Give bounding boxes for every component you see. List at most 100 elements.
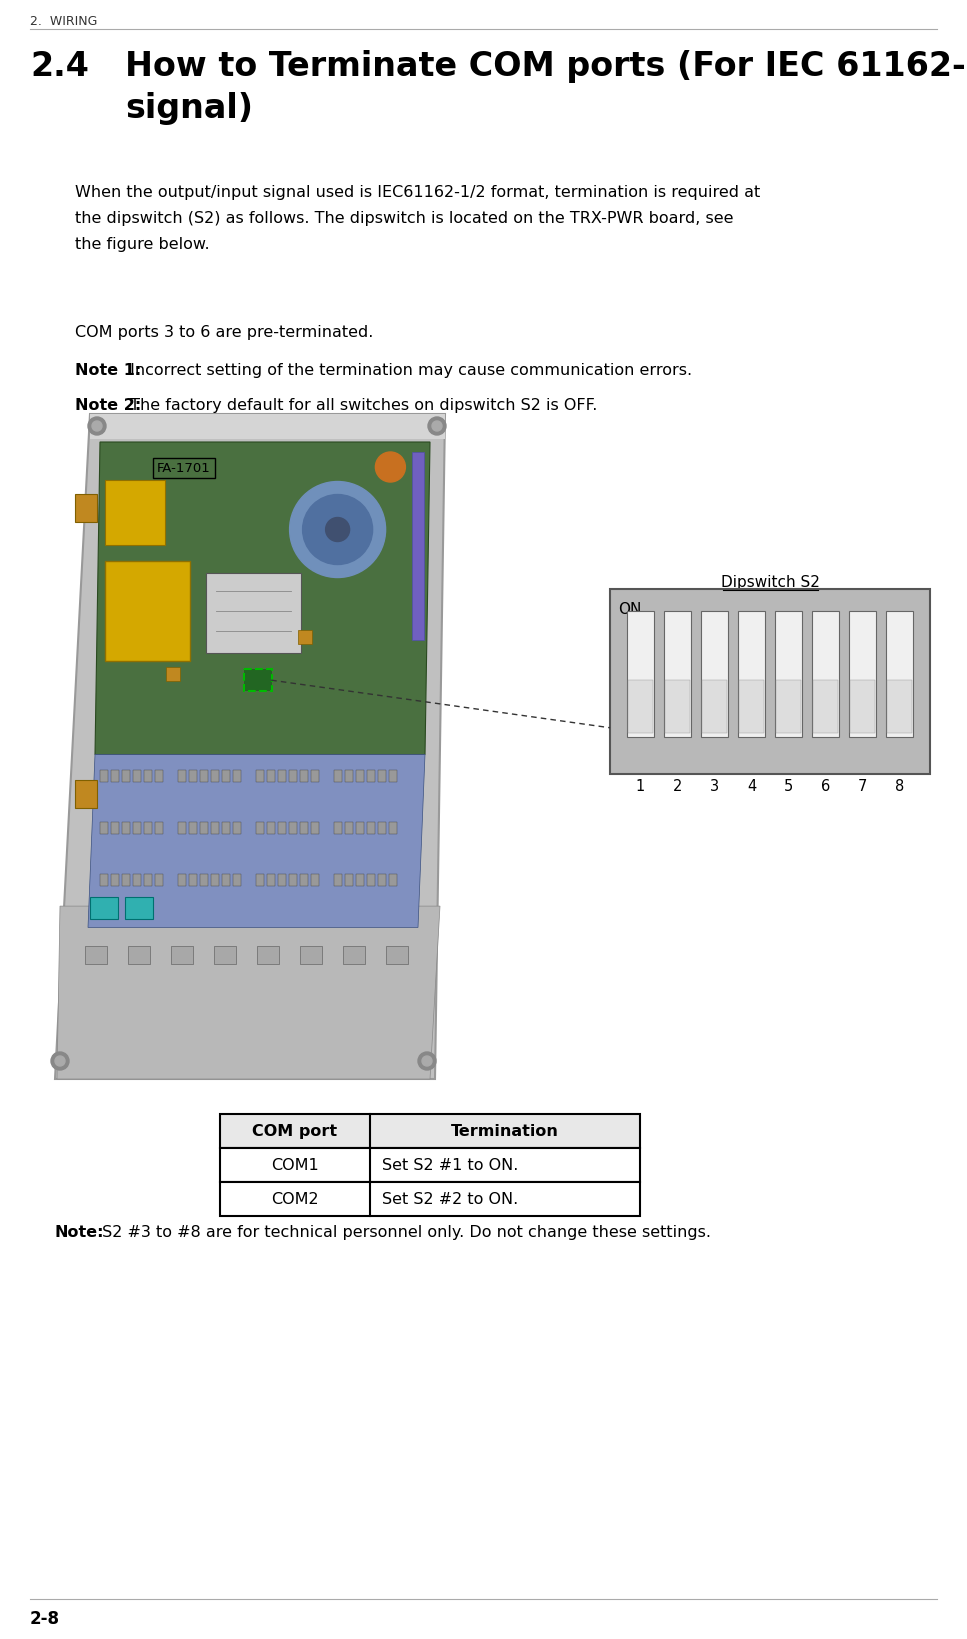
FancyBboxPatch shape: [211, 874, 219, 887]
Circle shape: [326, 518, 350, 543]
FancyBboxPatch shape: [665, 680, 689, 734]
Text: How to Terminate COM ports (For IEC 61162-1/2: How to Terminate COM ports (For IEC 6116…: [125, 49, 967, 84]
FancyBboxPatch shape: [289, 823, 297, 834]
FancyBboxPatch shape: [701, 611, 728, 738]
FancyBboxPatch shape: [256, 770, 264, 782]
Circle shape: [92, 421, 102, 431]
FancyBboxPatch shape: [171, 946, 193, 964]
Polygon shape: [57, 906, 440, 1080]
FancyBboxPatch shape: [850, 680, 875, 734]
FancyBboxPatch shape: [111, 770, 119, 782]
FancyBboxPatch shape: [178, 874, 186, 887]
Circle shape: [428, 418, 446, 436]
Circle shape: [432, 421, 442, 431]
FancyBboxPatch shape: [367, 823, 375, 834]
FancyBboxPatch shape: [189, 874, 197, 887]
FancyBboxPatch shape: [200, 770, 208, 782]
FancyBboxPatch shape: [334, 770, 342, 782]
FancyBboxPatch shape: [155, 874, 163, 887]
Text: Note 1:: Note 1:: [75, 362, 141, 377]
FancyBboxPatch shape: [178, 823, 186, 834]
FancyBboxPatch shape: [245, 670, 272, 692]
FancyBboxPatch shape: [133, 874, 141, 887]
FancyBboxPatch shape: [739, 680, 764, 734]
FancyBboxPatch shape: [334, 874, 342, 887]
FancyBboxPatch shape: [378, 823, 386, 834]
Polygon shape: [88, 756, 425, 928]
FancyBboxPatch shape: [345, 770, 353, 782]
FancyBboxPatch shape: [345, 823, 353, 834]
FancyBboxPatch shape: [610, 590, 930, 775]
Text: The factory default for all switches on dipswitch S2 is OFF.: The factory default for all switches on …: [125, 398, 598, 413]
FancyBboxPatch shape: [220, 1115, 640, 1149]
FancyBboxPatch shape: [289, 770, 297, 782]
FancyBboxPatch shape: [278, 770, 286, 782]
Text: COM1: COM1: [271, 1157, 319, 1174]
FancyBboxPatch shape: [125, 898, 153, 919]
FancyBboxPatch shape: [144, 770, 152, 782]
FancyBboxPatch shape: [343, 946, 365, 964]
Circle shape: [303, 495, 372, 565]
FancyBboxPatch shape: [345, 874, 353, 887]
FancyBboxPatch shape: [267, 770, 275, 782]
FancyBboxPatch shape: [356, 770, 364, 782]
Text: Set S2 #2 to ON.: Set S2 #2 to ON.: [382, 1192, 518, 1206]
FancyBboxPatch shape: [200, 823, 208, 834]
FancyBboxPatch shape: [189, 823, 197, 834]
FancyBboxPatch shape: [367, 874, 375, 887]
Text: COM2: COM2: [271, 1192, 319, 1206]
FancyBboxPatch shape: [211, 770, 219, 782]
Text: COM port: COM port: [252, 1124, 337, 1139]
Text: 2.  WIRING: 2. WIRING: [30, 15, 98, 28]
Circle shape: [289, 482, 386, 579]
FancyBboxPatch shape: [222, 823, 230, 834]
FancyBboxPatch shape: [389, 823, 397, 834]
Text: When the output/input signal used is IEC61162-1/2 format, termination is require: When the output/input signal used is IEC…: [75, 185, 760, 200]
Text: 2: 2: [673, 779, 682, 793]
FancyBboxPatch shape: [887, 680, 912, 734]
FancyBboxPatch shape: [849, 611, 876, 738]
FancyBboxPatch shape: [300, 946, 322, 964]
Text: Note:: Note:: [55, 1224, 104, 1239]
FancyBboxPatch shape: [702, 680, 727, 734]
Circle shape: [88, 418, 106, 436]
Text: 5: 5: [784, 779, 793, 793]
FancyBboxPatch shape: [200, 874, 208, 887]
FancyBboxPatch shape: [85, 946, 107, 964]
FancyBboxPatch shape: [222, 874, 230, 887]
FancyBboxPatch shape: [133, 770, 141, 782]
FancyBboxPatch shape: [122, 823, 130, 834]
FancyBboxPatch shape: [100, 874, 108, 887]
Text: ON: ON: [618, 602, 641, 616]
FancyBboxPatch shape: [311, 823, 319, 834]
FancyBboxPatch shape: [738, 611, 765, 738]
FancyBboxPatch shape: [278, 823, 286, 834]
Circle shape: [51, 1052, 69, 1070]
FancyBboxPatch shape: [214, 946, 236, 964]
FancyBboxPatch shape: [111, 874, 119, 887]
Text: Termination: Termination: [451, 1124, 559, 1139]
FancyBboxPatch shape: [144, 823, 152, 834]
FancyBboxPatch shape: [166, 667, 180, 682]
FancyBboxPatch shape: [776, 611, 802, 738]
Text: 2.4: 2.4: [30, 49, 89, 84]
Polygon shape: [95, 443, 430, 756]
FancyBboxPatch shape: [222, 770, 230, 782]
FancyBboxPatch shape: [75, 495, 97, 523]
FancyBboxPatch shape: [278, 874, 286, 887]
Text: Incorrect setting of the termination may cause communication errors.: Incorrect setting of the termination may…: [125, 362, 692, 377]
FancyBboxPatch shape: [128, 946, 150, 964]
FancyBboxPatch shape: [122, 770, 130, 782]
Text: Note 2:: Note 2:: [75, 398, 141, 413]
FancyBboxPatch shape: [90, 898, 118, 919]
Polygon shape: [55, 415, 445, 1080]
FancyBboxPatch shape: [220, 1182, 640, 1216]
FancyBboxPatch shape: [777, 680, 801, 734]
Text: 6: 6: [821, 779, 830, 793]
FancyBboxPatch shape: [189, 770, 197, 782]
FancyBboxPatch shape: [111, 823, 119, 834]
Text: Set S2 #1 to ON.: Set S2 #1 to ON.: [382, 1157, 518, 1174]
FancyBboxPatch shape: [155, 823, 163, 834]
Text: 7: 7: [858, 779, 867, 793]
FancyBboxPatch shape: [100, 823, 108, 834]
